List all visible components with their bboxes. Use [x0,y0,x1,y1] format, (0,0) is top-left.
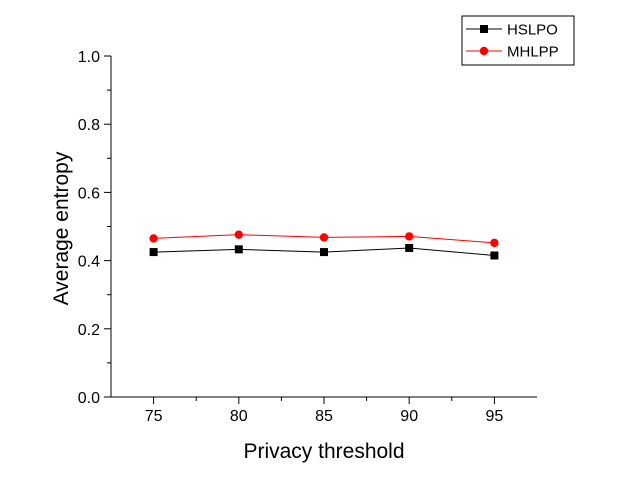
legend-label-mhlpp: MHLPP [507,44,559,61]
y-tick-label: 0.4 [78,254,100,271]
y-tick-label: 0.2 [78,322,100,339]
x-axis-title: Privacy threshold [243,440,404,463]
data-point-hslpo [234,245,243,254]
y-axis-title: Average entropy [50,151,73,305]
data-point-hslpo [320,248,328,257]
data-point-mhlpp [490,238,499,248]
x-tick-label: 90 [400,408,418,425]
x-tick-label: 75 [145,408,163,425]
x-axis-ticks: 75 80 85 90 95 [145,397,504,425]
x-tick-label: 80 [230,408,248,425]
data-point-mhlpp [234,230,243,239]
plot-area: 0.0 0.2 0.4 0.6 0.8 1.0 75 80 85 90 95 [78,49,537,425]
data-point-hslpo [405,243,414,252]
legend-label-hslpo: HSLPO [507,22,558,39]
legend-marker-mhlpp [479,46,489,56]
data-point-mhlpp [149,234,158,243]
data-point-hslpo [490,251,499,260]
data-point-hslpo [149,248,158,257]
data-point-mhlpp [405,232,414,241]
legend-box [461,15,575,66]
y-tick-label: 0.8 [78,117,100,134]
y-tick-label: 0.0 [78,390,100,407]
legend-marker-hslpo [480,25,488,33]
y-tick-label: 1.0 [78,49,100,66]
data-point-mhlpp [319,233,329,242]
y-tick-label: 0.6 [78,185,100,202]
series-layer [149,230,499,260]
y-axis-ticks: 0.0 0.2 0.4 0.6 0.8 1.0 [78,49,111,407]
legend: HSLPO MHLPP [461,15,575,66]
x-tick-label: 95 [486,408,504,425]
x-tick-label: 85 [315,408,333,425]
